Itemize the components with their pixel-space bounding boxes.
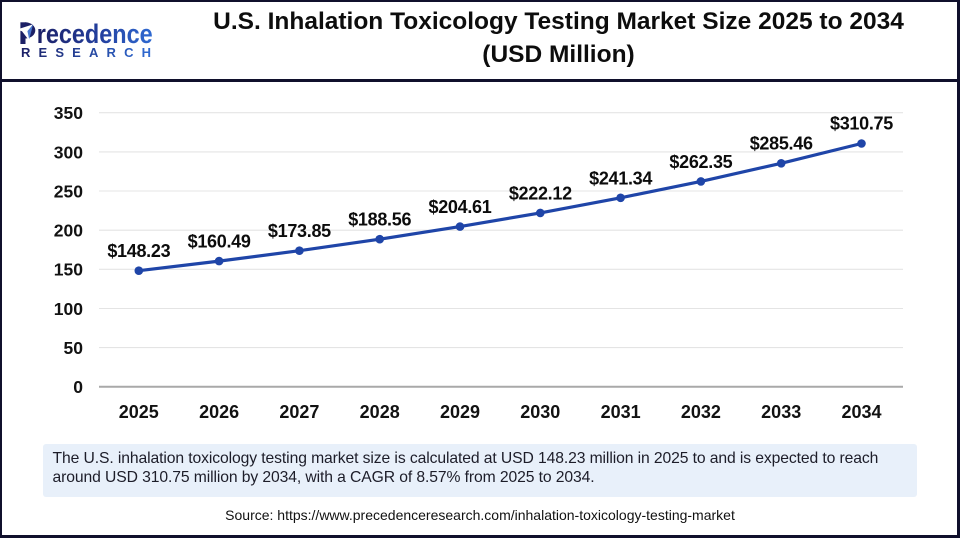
- svg-text:$204.61: $204.61: [429, 197, 492, 217]
- svg-text:150: 150: [54, 260, 83, 280]
- svg-text:$310.75: $310.75: [830, 114, 893, 134]
- svg-text:recedence: recedence: [37, 19, 153, 49]
- svg-text:50: 50: [64, 338, 84, 358]
- svg-text:100: 100: [54, 299, 83, 319]
- svg-text:$285.46: $285.46: [750, 133, 813, 153]
- svg-text:2027: 2027: [279, 402, 319, 422]
- svg-text:200: 200: [54, 221, 83, 241]
- svg-text:0: 0: [73, 377, 83, 397]
- svg-text:$148.23: $148.23: [107, 241, 170, 261]
- svg-text:250: 250: [54, 181, 83, 201]
- svg-text:$188.56: $188.56: [348, 210, 411, 230]
- svg-text:2033: 2033: [761, 402, 801, 422]
- svg-text:2028: 2028: [360, 402, 400, 422]
- svg-text:350: 350: [54, 103, 83, 123]
- svg-text:$222.12: $222.12: [509, 183, 572, 203]
- svg-text:2034: 2034: [841, 402, 881, 422]
- svg-text:2026: 2026: [199, 402, 239, 422]
- svg-text:2032: 2032: [681, 402, 721, 422]
- svg-text:2030: 2030: [520, 402, 560, 422]
- svg-text:2025: 2025: [119, 402, 159, 422]
- svg-text:300: 300: [54, 142, 83, 162]
- svg-text:2029: 2029: [440, 402, 480, 422]
- svg-text:$173.85: $173.85: [268, 221, 331, 241]
- svg-text:$241.34: $241.34: [589, 168, 652, 188]
- svg-text:2031: 2031: [601, 402, 641, 422]
- svg-text:$160.49: $160.49: [188, 232, 251, 252]
- svg-text:$262.35: $262.35: [669, 152, 732, 172]
